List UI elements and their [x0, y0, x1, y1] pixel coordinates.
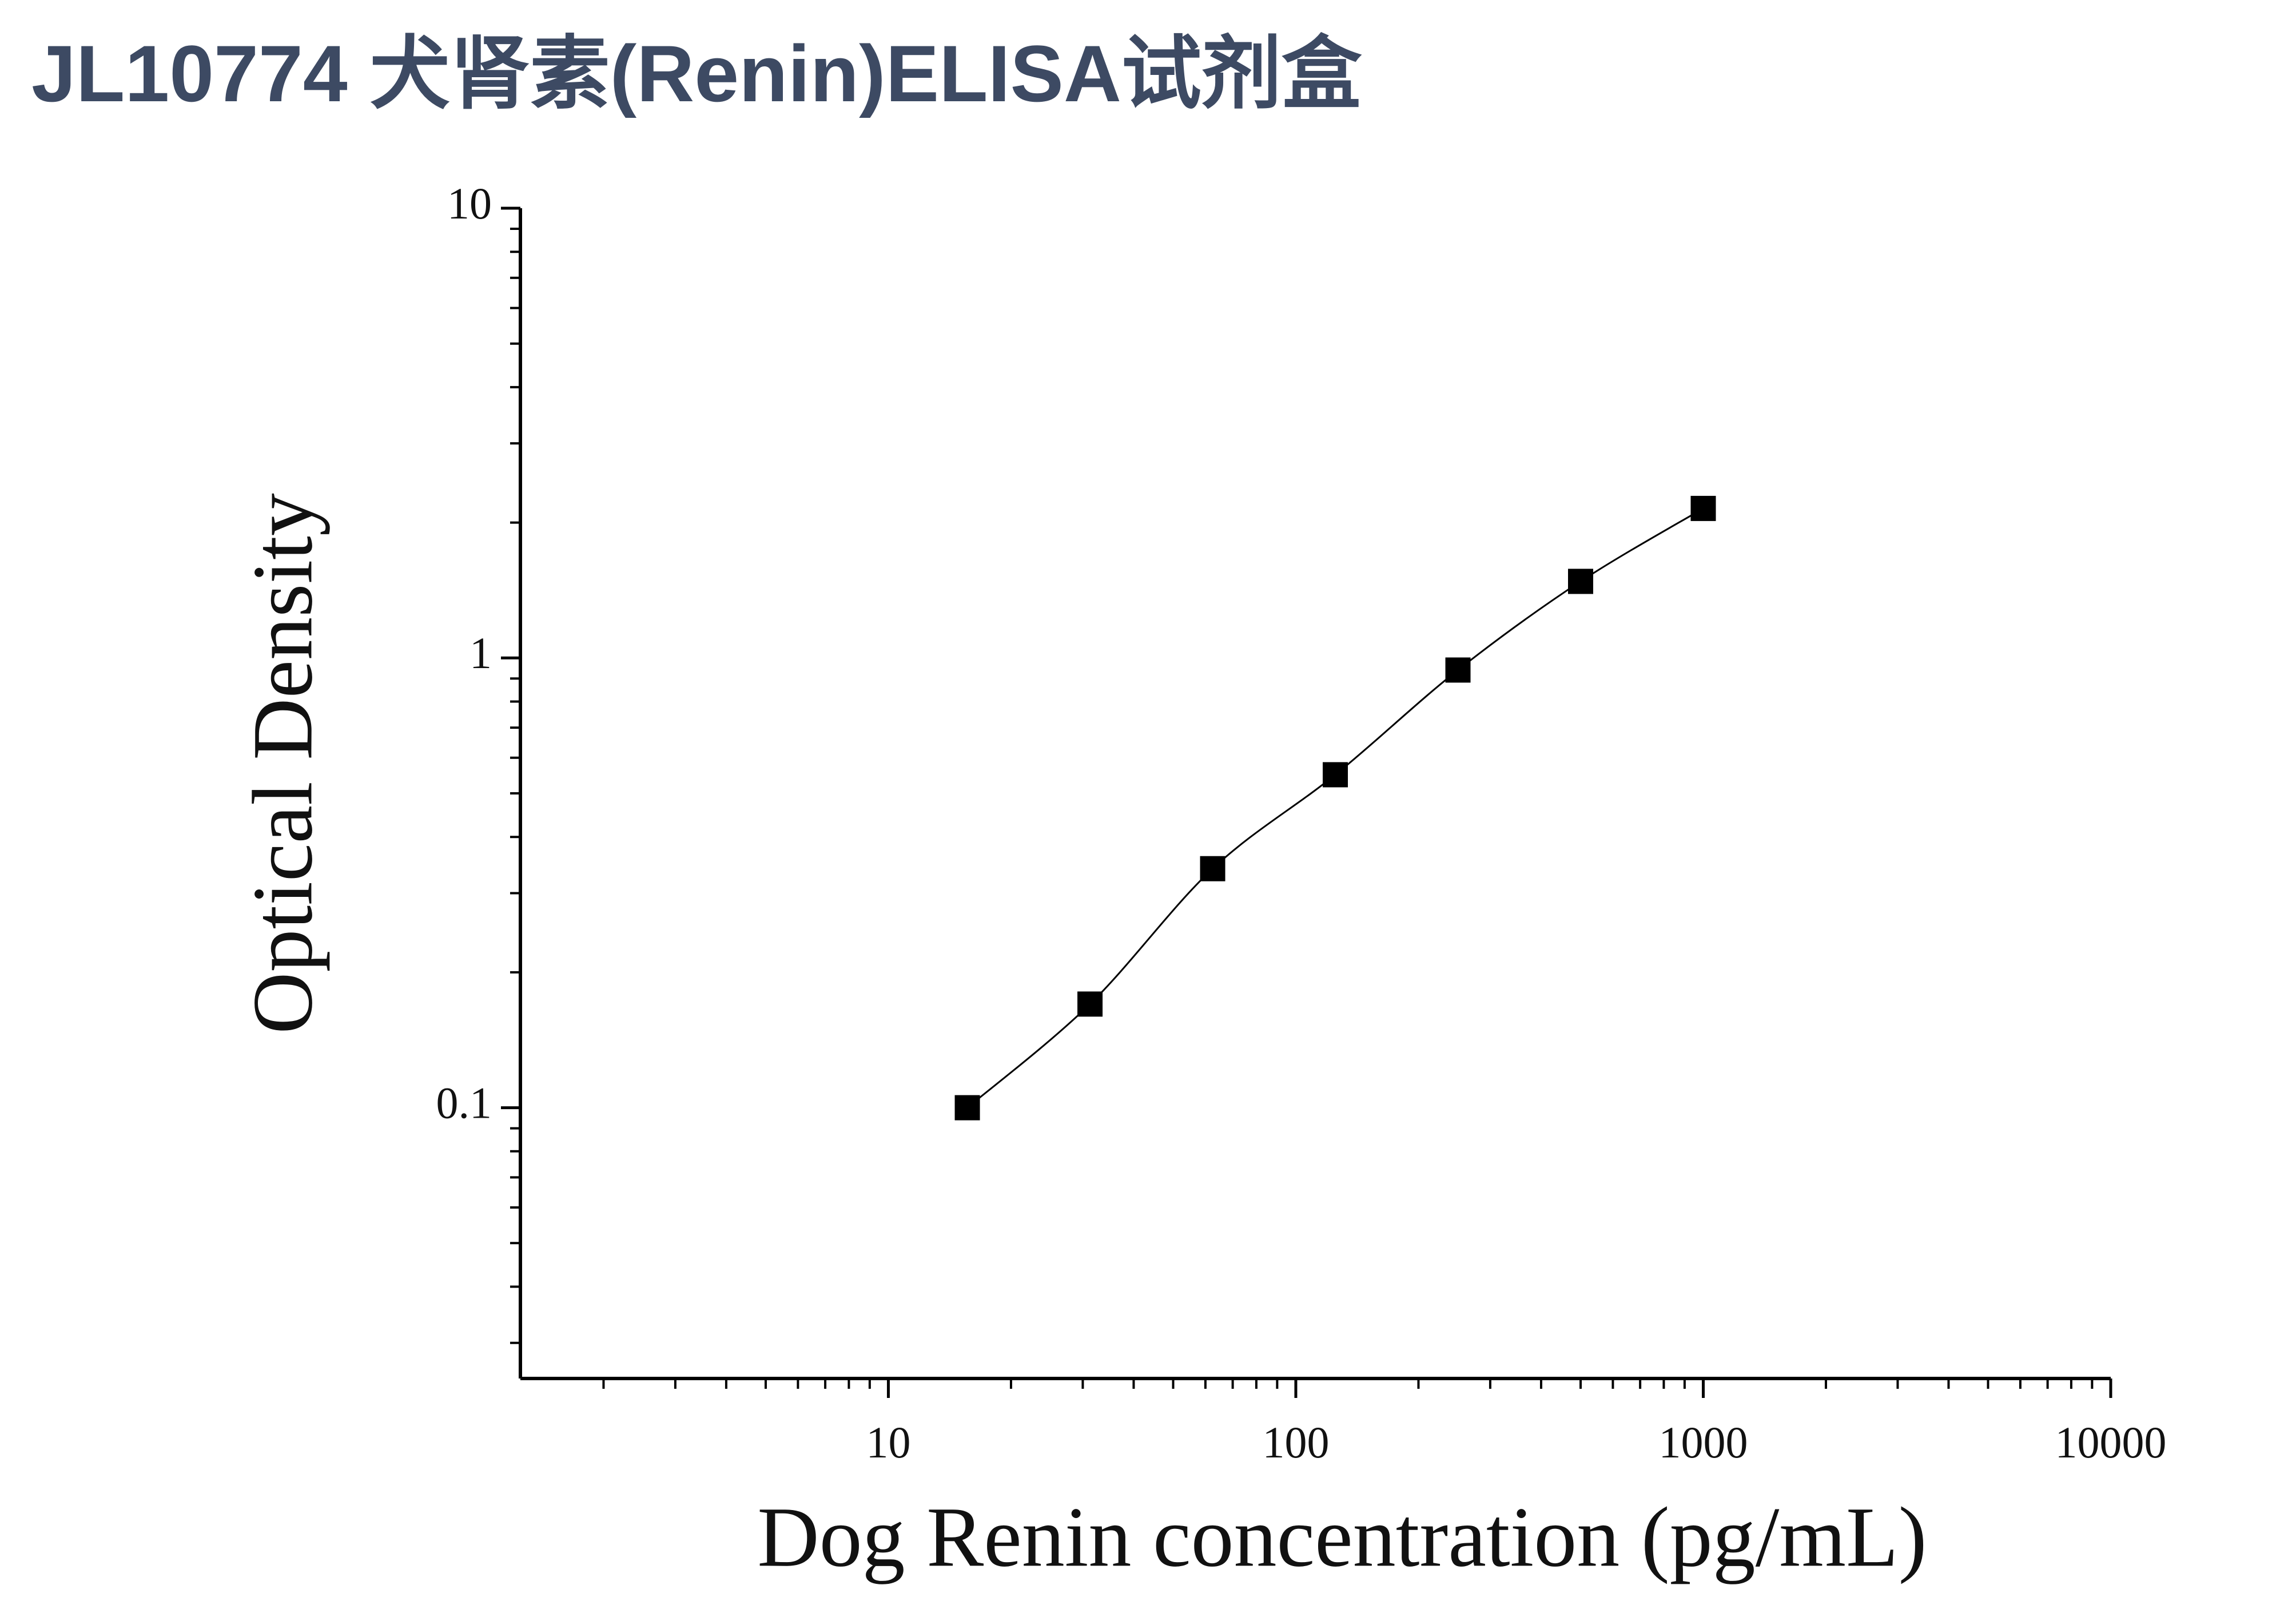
x-axis-title: Dog Renin concentration (pg/mL) — [757, 1489, 1927, 1584]
chart-title: JL10774 犬肾素(Renin)ELISA试剂盒 — [31, 29, 1362, 118]
y-tick-label: 10 — [447, 178, 492, 228]
marker — [1568, 569, 1593, 594]
marker — [1200, 856, 1225, 881]
marker — [1690, 495, 1716, 521]
marker — [1445, 657, 1471, 683]
x-tick-label: 100 — [1262, 1417, 1329, 1467]
y-tick-label: 1 — [469, 628, 492, 678]
x-tick-label: 10 — [866, 1417, 910, 1467]
y-tick-label: 0.1 — [436, 1078, 492, 1128]
x-tick-label: 1000 — [1658, 1417, 1748, 1467]
y-axis-title: Optical Density — [235, 493, 330, 1034]
marker — [954, 1095, 980, 1121]
marker — [1323, 762, 1348, 788]
x-tick-label: 10000 — [2055, 1417, 2167, 1467]
marker — [1077, 991, 1103, 1017]
